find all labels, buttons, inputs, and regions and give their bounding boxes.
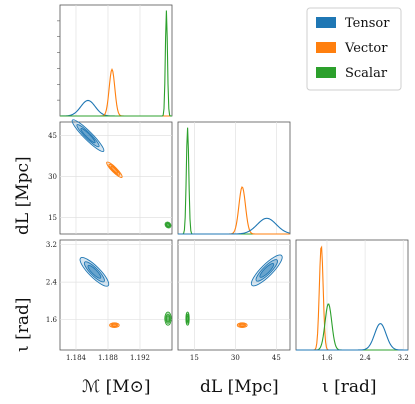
contour-tensor-level-1 bbox=[250, 254, 283, 287]
contour-tensor-level-3 bbox=[80, 128, 96, 144]
x-tick-label: 45 bbox=[272, 354, 281, 362]
x-tick-label: 1.188 bbox=[98, 354, 118, 362]
contour-tensor-level-2 bbox=[83, 261, 105, 283]
x-tick-label: 2.4 bbox=[360, 354, 372, 362]
joint-panel-mc_dl: 15 30 45 bbox=[48, 119, 173, 235]
contour-tensor-level-2 bbox=[255, 259, 279, 282]
ylabel-dl: dL [Mpc] bbox=[13, 156, 33, 235]
y-tick-label: 15 bbox=[48, 214, 57, 222]
contour-vector-level-2 bbox=[108, 163, 121, 176]
y-tick-label: 3.2 bbox=[46, 241, 57, 249]
x-tick-label: 3.2 bbox=[398, 354, 409, 362]
y-tick-label: 30 bbox=[48, 173, 57, 181]
legend-swatch-scalar bbox=[316, 67, 336, 78]
y-tick-label: 2.4 bbox=[46, 279, 58, 287]
contour-tensor-level-1 bbox=[71, 119, 105, 152]
axis-labels: ℳ [M⊙] dL [Mpc] ι [rad] dL [Mpc] ι [rad] bbox=[13, 156, 376, 397]
x-tick-label: 15 bbox=[190, 354, 199, 362]
ylabel-inc: ι [rad] bbox=[13, 298, 33, 352]
contour-vector-level-1 bbox=[106, 161, 123, 179]
marginal-scalar bbox=[60, 10, 172, 117]
contour-vector-level-3 bbox=[239, 323, 245, 327]
legend-swatch-tensor bbox=[316, 17, 336, 28]
marginal-panel-mc bbox=[57, 4, 173, 117]
y-tick-label: 1.6 bbox=[46, 316, 58, 324]
y-tick-label: 45 bbox=[48, 132, 57, 140]
x-tick-label: 1.6 bbox=[321, 354, 333, 362]
joint-panel-dl_inc: 15 30 45 bbox=[177, 239, 291, 362]
contour-scalar-level-3 bbox=[166, 315, 170, 323]
xlabel-dl: dL [Mpc] bbox=[200, 377, 279, 397]
marginal-tensor bbox=[296, 323, 408, 351]
panel-frame bbox=[295, 239, 409, 351]
x-tick-label: 30 bbox=[231, 354, 240, 362]
contour-tensor-level-3 bbox=[259, 263, 275, 278]
xlabel-inc: ι [rad] bbox=[322, 377, 376, 397]
legend-swatch-vector bbox=[316, 42, 336, 53]
panel-frame bbox=[177, 121, 291, 235]
contour-vector-level-3 bbox=[110, 165, 119, 174]
panel-frame bbox=[177, 239, 291, 351]
legend: Tensor Vector Scalar bbox=[306, 7, 402, 91]
xlabel-mc: ℳ [M⊙] bbox=[82, 377, 151, 397]
panel-frame bbox=[59, 239, 173, 351]
contour-vector-level-3 bbox=[111, 323, 118, 327]
x-tick-label: 1.192 bbox=[130, 354, 150, 362]
marginal-panel-inc: 1.6 2.4 3.2 bbox=[295, 239, 409, 362]
marginal-panel-dl bbox=[177, 121, 291, 235]
contour-scalar-level-3 bbox=[166, 223, 170, 227]
contour-tensor-level-3 bbox=[87, 264, 102, 279]
legend-label-tensor: Tensor bbox=[345, 16, 390, 31]
legend-label-vector: Vector bbox=[344, 41, 388, 56]
panel-frame bbox=[59, 121, 173, 235]
joint-panel-mc_inc: 1.184 1.188 1.192 1.6 2.4 3.2 bbox=[46, 239, 173, 362]
contour-tensor-level-2 bbox=[76, 124, 100, 148]
marginal-tensor bbox=[178, 217, 291, 235]
contour-scalar-level-3 bbox=[186, 315, 189, 323]
legend-label-scalar: Scalar bbox=[345, 66, 388, 81]
x-tick-label: 1.184 bbox=[66, 354, 87, 362]
contour-tensor-level-1 bbox=[79, 257, 110, 287]
